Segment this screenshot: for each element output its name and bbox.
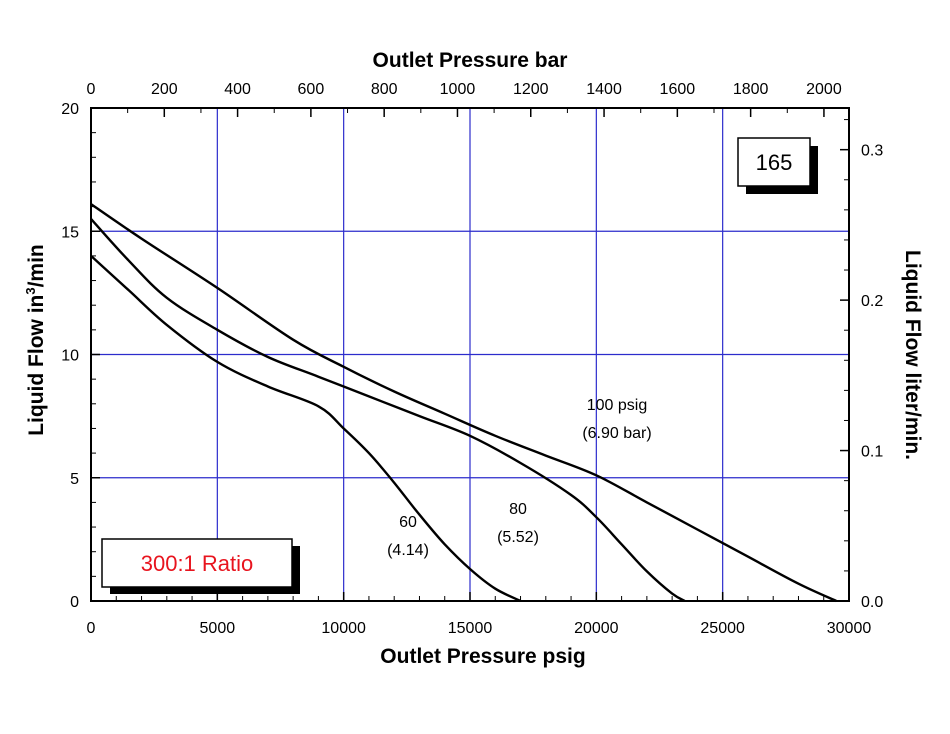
x2-axis-title: Outlet Pressure bar (373, 49, 568, 72)
x2-tick-label: 1200 (513, 81, 549, 98)
x-tick-label: 0 (87, 620, 96, 637)
y2-tick-label: 0.1 (861, 444, 883, 461)
model-number-box: 165 (737, 137, 818, 194)
x2-tick-label: 1800 (733, 81, 769, 98)
curve-label-1: 80 (509, 501, 527, 518)
curve-label-2: 100 psig (587, 397, 648, 414)
x2-tick-label: 800 (371, 81, 398, 98)
model-number-box-frame (737, 137, 811, 187)
curve-label-2: (6.90 bar) (582, 425, 651, 442)
y-axis-title-superscript: 3 (23, 287, 38, 294)
y-tick-label: 15 (61, 224, 79, 241)
flow-curve-0 (90, 255, 522, 603)
y-tick-label: 5 (70, 471, 79, 488)
model-number-label: 165 (756, 150, 793, 175)
curve-labels: 60 (4.14) 80 (5.52) 100 psig (6.90 bar) (387, 397, 652, 559)
flow-curves (90, 203, 837, 603)
curve-label-0: (4.14) (387, 542, 429, 559)
y-tick-label: 0 (70, 594, 79, 611)
x-tick-label: 30000 (827, 620, 872, 637)
ratio-label: 300:1 Ratio (141, 551, 254, 576)
x2-tick-label: 0 (87, 81, 96, 98)
x-tick-label: 20000 (574, 620, 619, 637)
curve-label-1: (5.52) (497, 529, 539, 546)
y2-tick-label: 0.0 (861, 594, 883, 611)
x2-tick-label: 200 (151, 81, 178, 98)
curve-label-0: 60 (399, 514, 417, 531)
y2-tick-label: 0.3 (861, 143, 883, 160)
y-axis-title: Liquid Flow in3/min (23, 244, 48, 436)
x-tick-label: 5000 (200, 620, 236, 637)
flow-curve-1 (90, 218, 686, 603)
x2-tick-label: 600 (298, 81, 325, 98)
y-axis-title-tail: /min (25, 244, 48, 287)
x-tick-label: 15000 (448, 620, 493, 637)
ratio-box-frame (101, 538, 293, 588)
x2-tick-label: 1600 (660, 81, 696, 98)
grid-lines (91, 108, 849, 601)
axis-ticks (90, 107, 850, 602)
y2-tick-label: 0.2 (861, 293, 883, 310)
x2-tick-label: 400 (224, 81, 251, 98)
y-tick-label: 20 (61, 101, 79, 118)
x-tick-label: 10000 (321, 620, 366, 637)
ratio-box: 300:1 Ratio (101, 538, 300, 594)
x-tick-label: 25000 (700, 620, 745, 637)
x2-tick-label: 2000 (806, 81, 842, 98)
y2-axis-title: Liquid Flow liter/min. (901, 250, 924, 460)
x2-tick-label: 1400 (586, 81, 622, 98)
flow-curve-2 (90, 203, 837, 603)
x2-tick-label: 1000 (440, 81, 476, 98)
x-axis-title: Outlet Pressure psig (380, 645, 585, 668)
y-tick-label: 10 (61, 348, 79, 365)
y-axis-title-main: Liquid Flow in (25, 295, 48, 436)
